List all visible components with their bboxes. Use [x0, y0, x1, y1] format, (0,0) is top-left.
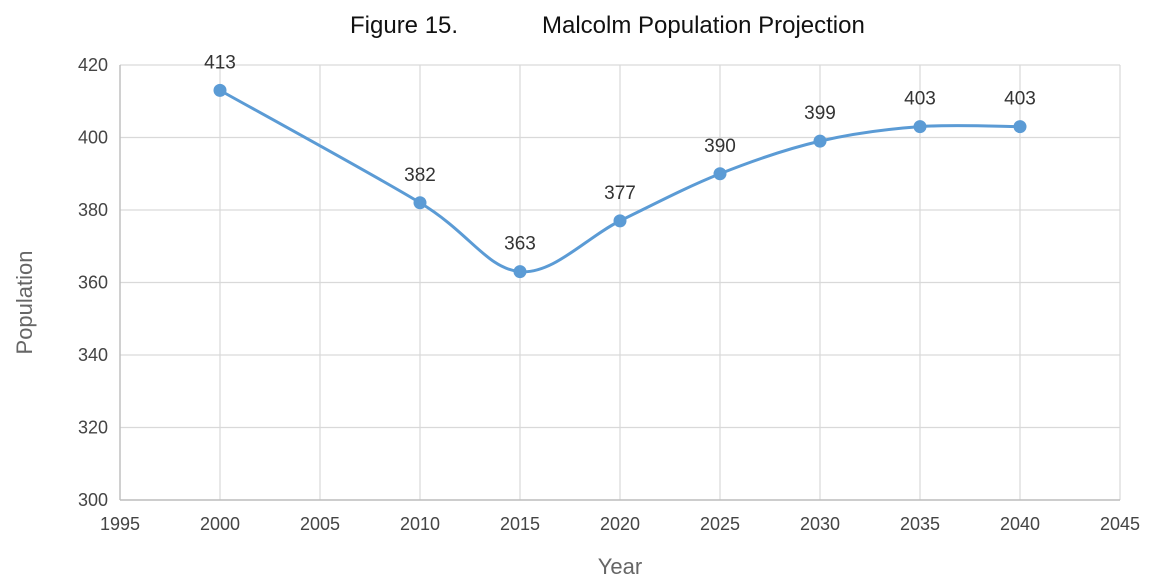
- y-axis-title: Population: [12, 251, 37, 355]
- data-point: [413, 196, 427, 210]
- series-line: [219, 89, 1021, 274]
- data-point: [213, 83, 227, 97]
- x-tick-label: 2045: [1100, 514, 1140, 534]
- y-tick-label: 360: [78, 273, 108, 293]
- y-tick-label: 320: [78, 418, 108, 438]
- x-tick-label: 2035: [900, 514, 940, 534]
- x-tick-label: 2025: [700, 514, 740, 534]
- data-label: 390: [704, 136, 736, 157]
- figure-label: Figure 15.: [350, 12, 459, 39]
- data-point: [913, 120, 927, 134]
- data-point: [813, 134, 827, 148]
- x-tick-label: 2000: [200, 514, 240, 534]
- data-label: 363: [504, 234, 536, 255]
- x-axis-title: Year: [598, 554, 642, 579]
- data-label: 403: [1004, 89, 1036, 110]
- y-tick-label: 340: [78, 345, 108, 365]
- data-label: 382: [404, 165, 436, 186]
- x-tick-label: 1995: [100, 514, 140, 534]
- data-point: [613, 214, 627, 228]
- data-point: [713, 167, 727, 181]
- data-label: 399: [804, 103, 836, 124]
- tick-labels: 300 320 340 360 380 400 420 1995 2000 2005 2010 201…: [78, 55, 1140, 534]
- y-tick-label: 380: [78, 200, 108, 220]
- grid-lines: [119, 64, 1121, 501]
- data-point: [1013, 120, 1027, 134]
- data-label: 403: [904, 89, 936, 110]
- x-tick-label: 2010: [400, 514, 440, 534]
- x-tick-label: 2015: [500, 514, 540, 534]
- x-tick-label: 2040: [1000, 514, 1040, 534]
- x-tick-label: 2030: [800, 514, 840, 534]
- chart-title-bar: Figure 15. Malcolm Population Projection: [0, 8, 1152, 44]
- y-tick-label: 420: [78, 55, 108, 75]
- y-tick-label: 400: [78, 128, 108, 148]
- data-label: 377: [604, 183, 636, 204]
- series-layer: [213, 83, 1027, 279]
- x-tick-label: 2020: [600, 514, 640, 534]
- y-tick-label: 300: [78, 490, 108, 510]
- data-labels: 413 382 363 377 390 399 403 403: [204, 52, 1036, 254]
- data-point: [513, 265, 527, 279]
- chart-title: Malcolm Population Projection: [542, 12, 865, 39]
- data-label: 413: [204, 52, 236, 73]
- x-tick-label: 2005: [300, 514, 340, 534]
